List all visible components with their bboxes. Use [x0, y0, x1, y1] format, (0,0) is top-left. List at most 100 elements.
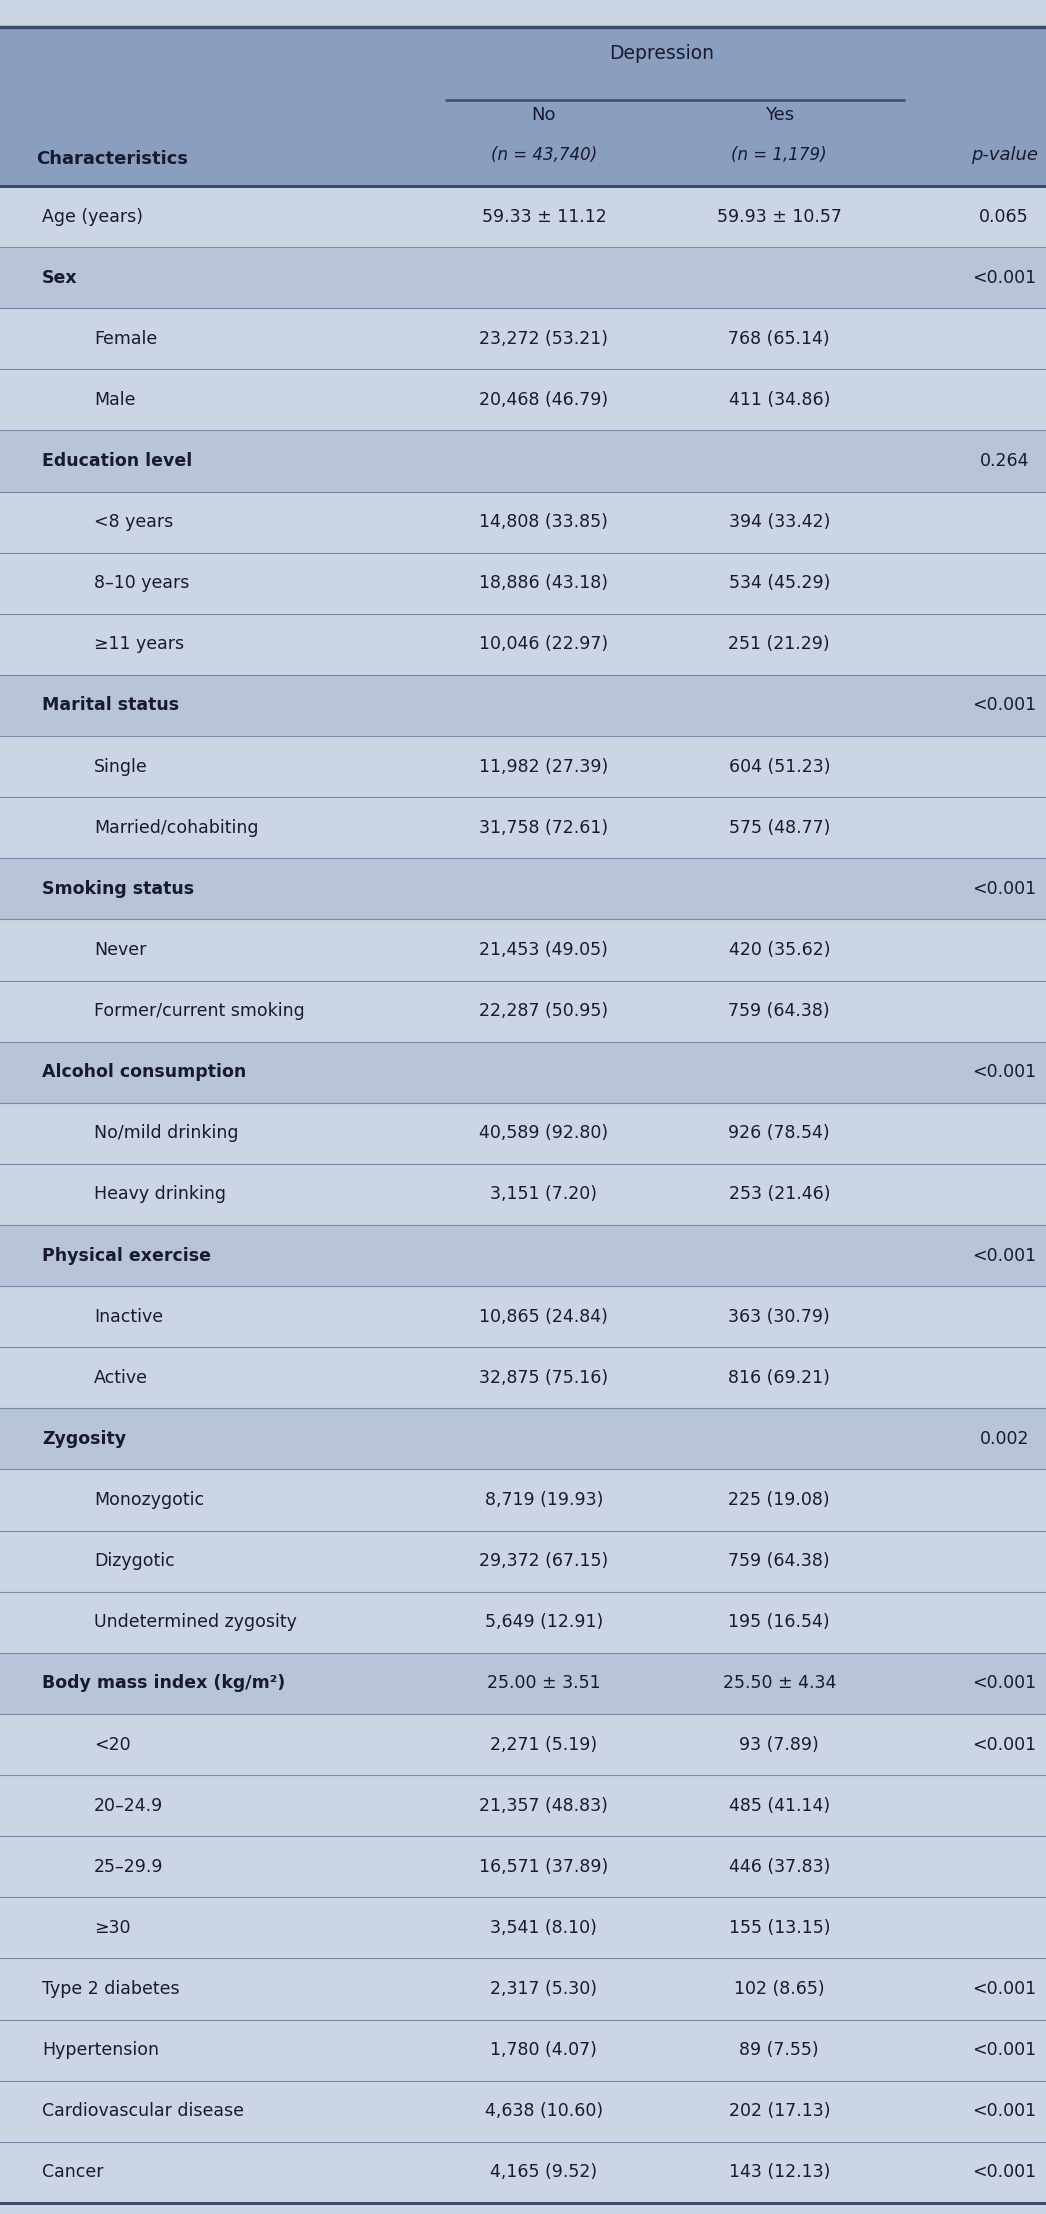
Text: <0.001: <0.001	[972, 1979, 1037, 1997]
Bar	[0, 919, 1046, 981]
Text: 10,865 (24.84): 10,865 (24.84)	[479, 1308, 609, 1326]
Text: 534 (45.29): 534 (45.29)	[729, 573, 829, 593]
Text: Married/cohabiting: Married/cohabiting	[94, 819, 258, 837]
Text: 32,875 (75.16): 32,875 (75.16)	[479, 1368, 609, 1386]
Text: 251 (21.29): 251 (21.29)	[728, 635, 831, 653]
Text: 485 (41.14): 485 (41.14)	[729, 1796, 829, 1815]
Text: 155 (13.15): 155 (13.15)	[728, 1920, 831, 1937]
Text: 89 (7.55): 89 (7.55)	[740, 2041, 819, 2059]
Text: 759 (64.38): 759 (64.38)	[728, 1552, 831, 1570]
Text: 4,638 (10.60): 4,638 (10.60)	[485, 2103, 602, 2121]
Text: Female: Female	[94, 330, 157, 348]
Text: 0.065: 0.065	[979, 208, 1029, 226]
Text: Yes: Yes	[765, 106, 794, 124]
Bar	[0, 1897, 1046, 1959]
Text: 1,780 (4.07): 1,780 (4.07)	[491, 2041, 597, 2059]
Bar	[0, 1408, 1046, 1470]
Text: Age (years): Age (years)	[42, 208, 143, 226]
Bar	[0, 1714, 1046, 1776]
Text: Undetermined zygosity: Undetermined zygosity	[94, 1614, 297, 1632]
Text: 768 (65.14): 768 (65.14)	[728, 330, 831, 348]
Text: <0.001: <0.001	[972, 697, 1037, 715]
Bar	[0, 735, 1046, 797]
Text: 102 (8.65): 102 (8.65)	[734, 1979, 824, 1997]
Bar	[0, 859, 1046, 919]
Text: 93 (7.89): 93 (7.89)	[740, 1736, 819, 1753]
Bar	[0, 2019, 1046, 2081]
Text: Cardiovascular disease: Cardiovascular disease	[42, 2103, 244, 2121]
Text: 10,046 (22.97): 10,046 (22.97)	[479, 635, 609, 653]
Bar	[0, 981, 1046, 1041]
Text: 225 (19.08): 225 (19.08)	[728, 1490, 831, 1510]
Text: <20: <20	[94, 1736, 131, 1753]
Text: 8,719 (19.93): 8,719 (19.93)	[484, 1490, 604, 1510]
Text: 40,589 (92.80): 40,589 (92.80)	[479, 1125, 609, 1142]
Text: 31,758 (72.61): 31,758 (72.61)	[479, 819, 609, 837]
Text: 20,468 (46.79): 20,468 (46.79)	[479, 392, 609, 410]
Text: Smoking status: Smoking status	[42, 879, 194, 899]
Text: <0.001: <0.001	[972, 268, 1037, 286]
Text: 25.50 ± 4.34: 25.50 ± 4.34	[723, 1674, 836, 1691]
Text: No/mild drinking: No/mild drinking	[94, 1125, 238, 1142]
Text: 575 (48.77): 575 (48.77)	[729, 819, 829, 837]
Text: 20–24.9: 20–24.9	[94, 1796, 163, 1815]
Bar	[0, 248, 1046, 308]
Text: 2,317 (5.30): 2,317 (5.30)	[491, 1979, 597, 1997]
Text: Monozygotic: Monozygotic	[94, 1490, 204, 1510]
Text: Never: Never	[94, 941, 146, 959]
Bar	[0, 1959, 1046, 2019]
Text: 18,886 (43.18): 18,886 (43.18)	[479, 573, 609, 593]
Text: <0.001: <0.001	[972, 2041, 1037, 2059]
Text: 25.00 ± 3.51: 25.00 ± 3.51	[487, 1674, 600, 1691]
Bar	[0, 613, 1046, 675]
Bar	[0, 2081, 1046, 2141]
Text: No: No	[531, 106, 556, 124]
Text: 195 (16.54): 195 (16.54)	[728, 1614, 831, 1632]
Text: <8 years: <8 years	[94, 514, 174, 531]
Text: 14,808 (33.85): 14,808 (33.85)	[479, 514, 609, 531]
Bar	[0, 1592, 1046, 1654]
Text: 394 (33.42): 394 (33.42)	[729, 514, 829, 531]
Text: 16,571 (37.89): 16,571 (37.89)	[479, 1858, 609, 1875]
Text: Sex: Sex	[42, 268, 77, 286]
Text: 22,287 (50.95): 22,287 (50.95)	[479, 1003, 609, 1021]
Text: <0.001: <0.001	[972, 2103, 1037, 2121]
Bar	[0, 186, 1046, 248]
Text: 59.33 ± 11.12: 59.33 ± 11.12	[481, 208, 607, 226]
Bar	[0, 1654, 1046, 1714]
Text: Single: Single	[94, 757, 147, 775]
Text: 0.264: 0.264	[979, 452, 1029, 469]
Text: Characteristics: Characteristics	[37, 151, 188, 168]
Text: 420 (35.62): 420 (35.62)	[728, 941, 831, 959]
Text: 604 (51.23): 604 (51.23)	[728, 757, 831, 775]
Text: 411 (34.86): 411 (34.86)	[729, 392, 829, 410]
Text: 816 (69.21): 816 (69.21)	[728, 1368, 831, 1386]
Text: Heavy drinking: Heavy drinking	[94, 1184, 226, 1204]
Text: Education level: Education level	[42, 452, 192, 469]
Bar	[0, 797, 1046, 859]
Text: Type 2 diabetes: Type 2 diabetes	[42, 1979, 180, 1997]
Bar	[0, 1348, 1046, 1408]
Text: 3,541 (8.10): 3,541 (8.10)	[491, 1920, 597, 1937]
Bar	[0, 2141, 1046, 2203]
Bar	[0, 1286, 1046, 1348]
Text: 253 (21.46): 253 (21.46)	[728, 1184, 831, 1204]
Text: <0.001: <0.001	[972, 1674, 1037, 1691]
Text: Cancer: Cancer	[42, 2163, 104, 2181]
Text: Marital status: Marital status	[42, 697, 179, 715]
Text: (n = 1,179): (n = 1,179)	[731, 146, 827, 164]
Text: Inactive: Inactive	[94, 1308, 163, 1326]
Bar	[0, 554, 1046, 613]
Text: ≥11 years: ≥11 years	[94, 635, 184, 653]
Bar	[0, 1103, 1046, 1165]
Text: 25–29.9: 25–29.9	[94, 1858, 163, 1875]
Bar	[0, 27, 1046, 186]
Text: 4,165 (9.52): 4,165 (9.52)	[491, 2163, 597, 2181]
Text: <0.001: <0.001	[972, 1063, 1037, 1080]
Text: Male: Male	[94, 392, 136, 410]
Text: 21,453 (49.05): 21,453 (49.05)	[479, 941, 609, 959]
Text: <0.001: <0.001	[972, 1736, 1037, 1753]
Text: Zygosity: Zygosity	[42, 1430, 126, 1448]
Text: 446 (37.83): 446 (37.83)	[729, 1858, 829, 1875]
Text: Depression: Depression	[609, 44, 714, 64]
